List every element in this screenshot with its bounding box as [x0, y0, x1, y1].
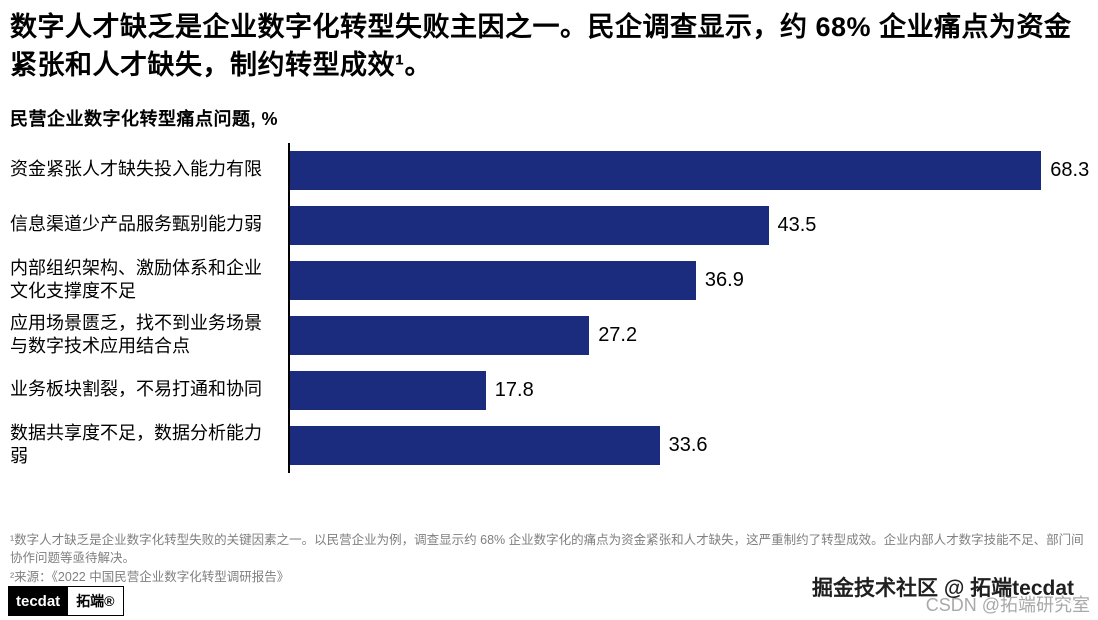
category-label: 内部组织架构、激励体系和企业文化支撑度不足 [10, 257, 262, 302]
value-label: 36.9 [704, 268, 744, 291]
chart-row: 信息渠道少产品服务甄别能力弱 43.5 [10, 197, 1098, 253]
logo-text: tecdat [8, 586, 69, 616]
bar [290, 205, 769, 245]
chart-row: 应用场景匮乏，找不到业务场景与数字技术应用结合点 27.2 [10, 307, 1098, 363]
value-label: 27.2 [598, 323, 638, 346]
chart-row: 内部组织架构、激励体系和企业文化支撑度不足 36.9 [10, 252, 1098, 308]
bar [290, 260, 696, 300]
value-label: 68.3 [1050, 158, 1090, 181]
bar-area: 43.5 [288, 197, 1098, 253]
category-label: 信息渠道少产品服务甄别能力弱 [10, 214, 262, 235]
page-title: 数字人才缺乏是企业数字化转型失败主因之一。民企调查显示，约 68% 企业痛点为资… [10, 12, 1072, 81]
tecdat-logo: tecdat 拓端® [8, 586, 124, 616]
chart-rows: 资金紧张人才缺失投入能力有限 68.3 信息渠道少产品服务甄别能力弱 43.5 内部组织… [10, 142, 1098, 473]
bar-area: 33.6 [288, 417, 1098, 473]
bar [290, 315, 590, 355]
category-label: 应用场景匮乏，找不到业务场景与数字技术应用结合点 [10, 312, 262, 357]
value-label: 43.5 [777, 213, 817, 236]
watermark-csdn: CSDN @拓端研究室 [925, 595, 1090, 615]
bar [290, 370, 486, 410]
category-label: 业务板块割裂，不易打通和协同 [10, 379, 262, 400]
footnote-2: ²来源：《2022 中国民营企业数字化转型调研报告》 [10, 570, 290, 585]
logo-cn-text: 拓端® [68, 586, 124, 616]
bar-area: 68.3 [288, 142, 1098, 198]
value-label: 17.8 [494, 378, 534, 401]
chart-row: 业务板块割裂，不易打通和协同 17.8 [10, 362, 1098, 418]
category-label: 资金紧张人才缺失投入能力有限 [10, 159, 262, 180]
category-label: 数据共享度不足，数据分析能力弱 [10, 422, 262, 467]
bar-area: 17.8 [288, 362, 1098, 418]
chart-title: 民营企业数字化转型痛点问题, % [10, 108, 279, 129]
bar [290, 425, 660, 465]
value-label: 33.6 [668, 433, 708, 456]
bar-area: 27.2 [288, 307, 1098, 363]
footnote-1: ¹数字人才缺乏是企业数字化转型失败的关键因素之一。以民营企业为例，调查显示约 6… [10, 532, 1084, 566]
bar [290, 150, 1042, 190]
pain-points-chart: 民营企业数字化转型痛点问题, % 资金紧张人才缺失投入能力有限 68.3 信息渠道少… [0, 105, 1098, 473]
bar-area: 36.9 [288, 252, 1098, 308]
footnotes: ¹数字人才缺乏是企业数字化转型失败的关键因素之一。以民营企业为例，调查显示约 6… [10, 531, 1084, 587]
chart-row: 资金紧张人才缺失投入能力有限 68.3 [10, 142, 1098, 198]
watermark-community: 掘金技术社区 @ 拓端tecdat [812, 577, 1074, 600]
chart-row: 数据共享度不足，数据分析能力弱 33.6 [10, 417, 1098, 473]
